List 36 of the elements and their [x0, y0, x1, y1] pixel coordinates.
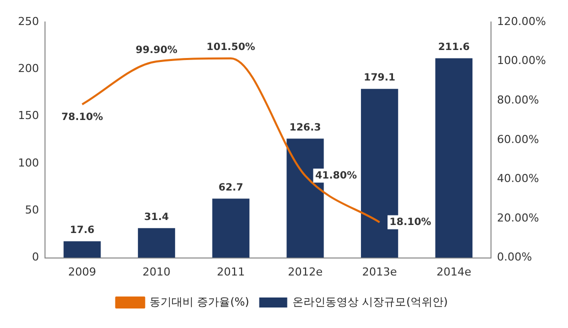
- data-label: 179.1: [364, 72, 396, 84]
- y-tick-label: 0: [32, 250, 39, 264]
- bar: [435, 58, 472, 258]
- y-tick-label: 200: [18, 62, 39, 76]
- y2-tick-label: 80.00%: [497, 93, 540, 106]
- y2-tick-label: 120.00%: [497, 14, 546, 28]
- x-tick-label: 2014e: [436, 265, 472, 278]
- y2-tick-label: 20.00%: [497, 211, 540, 224]
- data-label: 18.10%: [390, 216, 432, 228]
- data-label: 17.6: [70, 224, 95, 236]
- data-label: 99.90%: [136, 45, 178, 56]
- data-label: 126.3: [289, 122, 322, 134]
- legend-label: 온라인동영상 시장규모(억위안): [292, 295, 448, 308]
- y-tick-label: 100: [18, 156, 39, 170]
- data-label: 101.50%: [206, 42, 256, 53]
- y2-tick-label: 0.00%: [497, 250, 532, 264]
- x-tick-label: 2009: [68, 265, 96, 278]
- data-label: 31.4: [144, 212, 169, 223]
- bar: [64, 241, 101, 258]
- y-tick-label: 50: [24, 204, 39, 216]
- y-tick-label: 150: [18, 109, 39, 122]
- legend-label: 동기대비 증가율(%): [150, 295, 250, 308]
- data-label: 41.80%: [315, 170, 357, 182]
- y-tick-label: 250: [18, 14, 39, 28]
- y2-tick-label: 100.00%: [497, 54, 546, 68]
- x-tick-label: 2011: [216, 265, 245, 278]
- x-tick-label: 2010: [142, 265, 171, 278]
- data-label: 78.10%: [61, 112, 103, 123]
- data-label: 211.6: [438, 42, 470, 53]
- x-tick-label: 2013e: [362, 265, 398, 278]
- bar: [212, 198, 250, 258]
- bar: [138, 228, 176, 258]
- data-label: 62.7: [218, 182, 244, 194]
- y2-tick-label: 60.00%: [497, 132, 540, 146]
- x-tick-label: 2012e: [288, 265, 323, 278]
- y2-tick-label: 40.00%: [497, 172, 540, 186]
